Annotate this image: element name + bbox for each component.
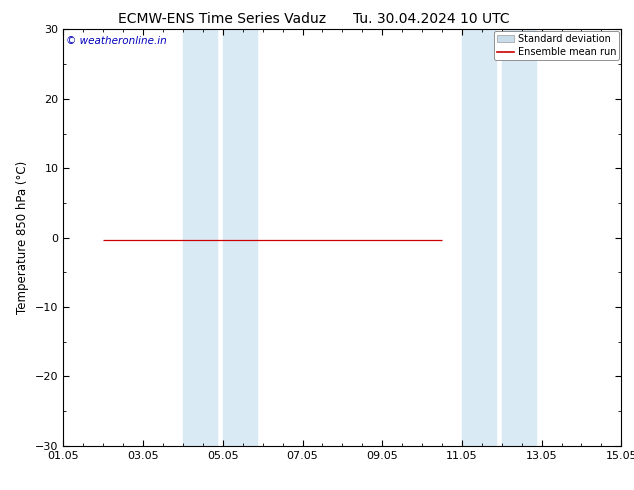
Bar bbox=[223, 29, 257, 446]
Text: ECMW-ENS Time Series Vaduz: ECMW-ENS Time Series Vaduz bbox=[118, 12, 326, 26]
Y-axis label: Temperature 850 hPa (°C): Temperature 850 hPa (°C) bbox=[16, 161, 30, 314]
Legend: Standard deviation, Ensemble mean run: Standard deviation, Ensemble mean run bbox=[494, 31, 619, 60]
Bar bbox=[183, 29, 217, 446]
Text: Tu. 30.04.2024 10 UTC: Tu. 30.04.2024 10 UTC bbox=[353, 12, 510, 26]
Bar bbox=[501, 29, 536, 446]
Bar bbox=[462, 29, 496, 446]
Text: © weatheronline.in: © weatheronline.in bbox=[66, 36, 167, 46]
